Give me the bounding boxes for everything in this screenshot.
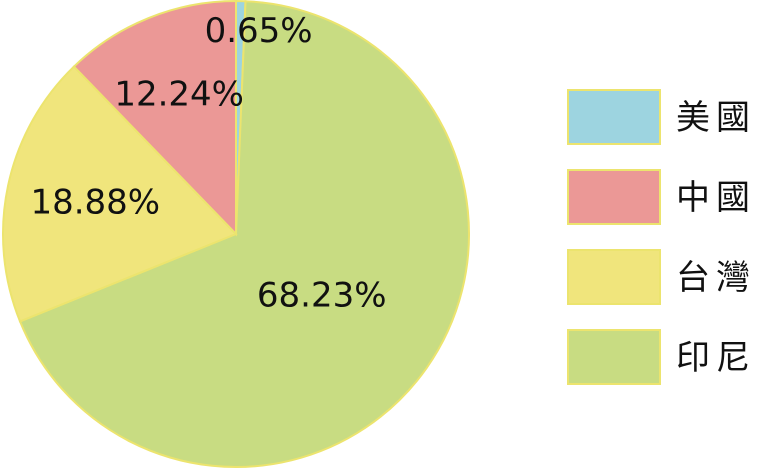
legend-swatch-4 xyxy=(567,329,661,385)
legend-label-2: 中國 xyxy=(676,178,756,218)
legend-label-3: 台灣 xyxy=(676,258,756,298)
pie-slice-2 xyxy=(18,0,470,468)
pie-data-label-2: 68.23% xyxy=(257,275,387,315)
legend-swatch-2 xyxy=(567,169,661,225)
pie-data-label-4: 12.24% xyxy=(114,75,244,115)
pie-slices xyxy=(2,0,470,468)
pie-slice-3 xyxy=(2,65,238,323)
legend-label-4: 印尼 xyxy=(676,338,756,378)
pie-data-label-3: 18.88% xyxy=(30,182,160,222)
legend-label-1: 美國 xyxy=(676,98,756,138)
legend-swatch-3 xyxy=(567,249,661,305)
pie-data-labels: 0.65% 68.23% 18.88% 12.24% xyxy=(30,11,386,315)
pie-slice-4 xyxy=(72,0,237,237)
legend-swatch-1 xyxy=(567,89,661,145)
pie-data-label-1: 0.65% xyxy=(205,11,313,51)
